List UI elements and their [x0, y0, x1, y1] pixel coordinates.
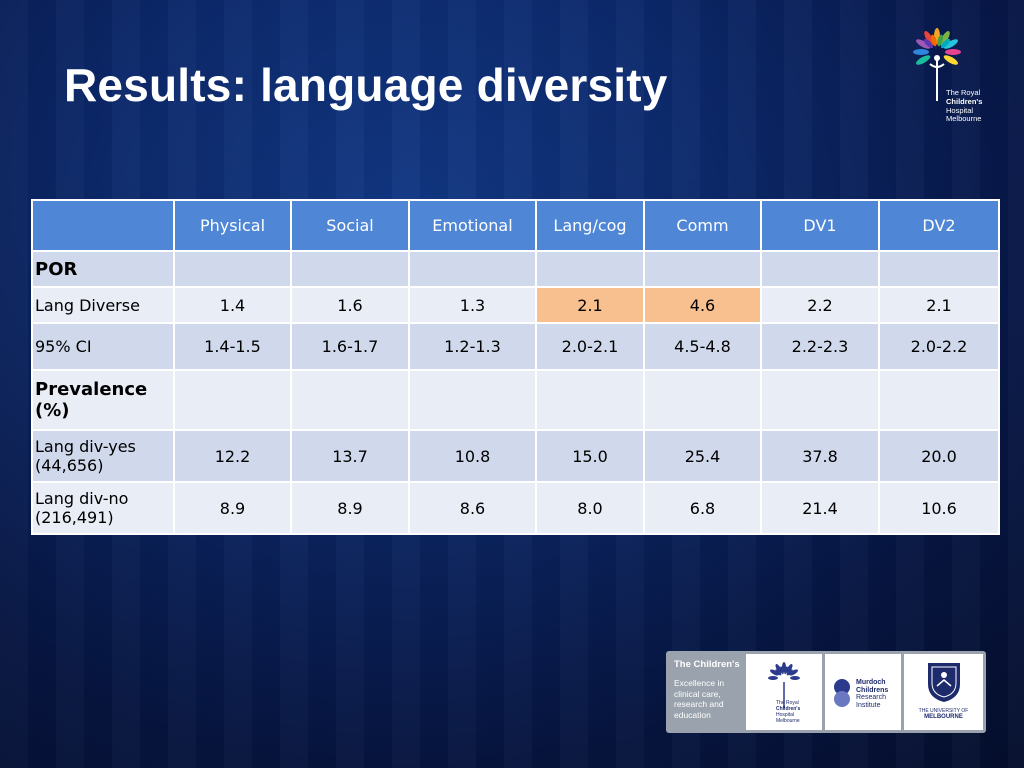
table-cell: 1.6: [290, 286, 410, 324]
table-cell: 20.0: [878, 429, 1000, 483]
table-cell: 13.7: [290, 429, 410, 483]
table-cell: 4.5-4.8: [643, 322, 762, 371]
table-cell: 10.6: [878, 481, 1000, 535]
table-cell: 2.1: [878, 286, 1000, 324]
table-header-row: Physical Social Emotional Lang/cog Comm …: [31, 199, 1000, 252]
table-cell: [535, 250, 645, 288]
table-cell: 12.2: [173, 429, 292, 483]
row-label: Lang div-yes (44,656): [31, 429, 175, 483]
highlighted-cell: 2.1: [535, 286, 645, 324]
table-cell: 10.8: [408, 429, 537, 483]
table-cell: 8.0: [535, 481, 645, 535]
rch-logo-text: The Royal Children's Hospital Melbourne: [946, 88, 983, 124]
table-cell: 8.9: [173, 481, 292, 535]
table-cell: [643, 369, 762, 431]
table-row: Prevalence (%): [31, 369, 1000, 431]
header-cell: Emotional: [408, 199, 537, 252]
table-cell: 1.6-1.7: [290, 322, 410, 371]
tree-logo-icon: [768, 662, 800, 708]
highlighted-cell: 4.6: [643, 286, 762, 324]
table-cell: 2.2: [760, 286, 880, 324]
table-cell: 2.0-2.1: [535, 322, 645, 371]
rch-partner-text: The Royal Children's Hospital Melbourne: [776, 700, 801, 724]
table-row: Lang div-yes (44,656) 12.2 13.7 10.8 15.…: [31, 429, 1000, 483]
table-cell: 25.4: [643, 429, 762, 483]
row-label: 95% CI: [31, 322, 175, 371]
rch-partner-logo: The Royal Children's Hospital Melbourne: [746, 654, 822, 730]
table-cell: [173, 369, 292, 431]
table-cell: [878, 369, 1000, 431]
row-label: Prevalence (%): [31, 369, 175, 431]
table-cell: [760, 250, 880, 288]
tree-logo-icon: [913, 28, 961, 101]
table-cell: 1.2-1.3: [408, 322, 537, 371]
header-cell: Comm: [643, 199, 762, 252]
uom-partner-logo: THE UNIVERSITY OF MELBOURNE: [904, 654, 983, 730]
table-cell: 1.4-1.5: [173, 322, 292, 371]
table-row: 95% CI 1.4-1.5 1.6-1.7 1.2-1.3 2.0-2.1 4…: [31, 322, 1000, 371]
table-row: Lang Diverse 1.4 1.6 1.3 2.1 4.6 2.2 2.1: [31, 286, 1000, 324]
mcri-partner-logo: Murdoch Childrens Research Institute: [825, 654, 901, 730]
mcri-circles-icon: [834, 679, 850, 707]
table-cell: [878, 250, 1000, 288]
results-table: Physical Social Emotional Lang/cog Comm …: [31, 199, 1000, 535]
header-cell: DV2: [878, 199, 1000, 252]
mcri-partner-text: Murdoch Childrens Research Institute: [856, 679, 889, 709]
table-cell: 15.0: [535, 429, 645, 483]
table-cell: [290, 250, 410, 288]
university-crest-icon: [928, 663, 960, 702]
table-cell: [408, 369, 537, 431]
row-label: POR: [31, 250, 175, 288]
header-cell: Social: [290, 199, 410, 252]
table-row: POR: [31, 250, 1000, 288]
table-cell: [535, 369, 645, 431]
table-cell: 2.2-2.3: [760, 322, 880, 371]
table-cell: [173, 250, 292, 288]
table-cell: [760, 369, 880, 431]
header-cell: Physical: [173, 199, 292, 252]
table-cell: 21.4: [760, 481, 880, 535]
table-cell: 1.4: [173, 286, 292, 324]
table-cell: [290, 369, 410, 431]
table-cell: [408, 250, 537, 288]
header-cell: DV1: [760, 199, 880, 252]
table-cell: 8.9: [290, 481, 410, 535]
table-cell: 6.8: [643, 481, 762, 535]
header-cell: Lang/cog: [535, 199, 645, 252]
table-cell: 1.3: [408, 286, 537, 324]
header-cell: [31, 199, 175, 252]
row-label: Lang Diverse: [31, 286, 175, 324]
table-cell: 37.8: [760, 429, 880, 483]
banner-intro: The Children's Excellence in clinical ca…: [674, 659, 740, 720]
rch-logo: The Royal Children's Hospital Melbourne: [893, 26, 993, 132]
uom-partner-text: THE UNIVERSITY OF MELBOURNE: [918, 708, 969, 720]
table-row: Lang div-no (216,491) 8.9 8.9 8.6 8.0 6.…: [31, 481, 1000, 535]
table-cell: 8.6: [408, 481, 537, 535]
table-cell: [643, 250, 762, 288]
row-label: Lang div-no (216,491): [31, 481, 175, 535]
table-cell: 2.0-2.2: [878, 322, 1000, 371]
partners-banner: The Children's Excellence in clinical ca…: [666, 651, 986, 733]
slide-title: Results: language diversity: [64, 59, 668, 111]
